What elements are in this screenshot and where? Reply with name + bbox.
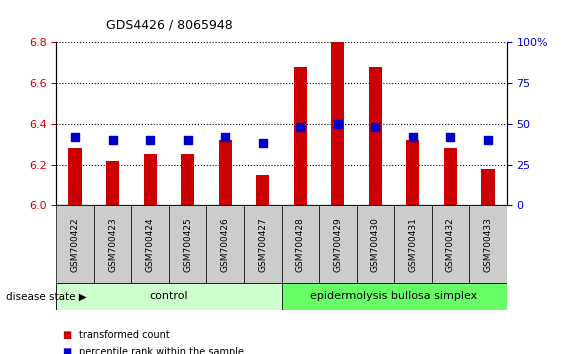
- Bar: [56, 205, 94, 283]
- Bar: [444, 148, 457, 205]
- Text: percentile rank within the sample: percentile rank within the sample: [79, 347, 244, 354]
- Bar: [331, 42, 345, 205]
- Text: GSM700429: GSM700429: [333, 217, 342, 272]
- Text: GSM700432: GSM700432: [446, 217, 455, 272]
- Text: GSM700433: GSM700433: [484, 217, 493, 272]
- Text: GSM700422: GSM700422: [70, 217, 79, 272]
- Point: [146, 137, 155, 143]
- Bar: [181, 154, 194, 205]
- Text: transformed count: transformed count: [79, 330, 169, 339]
- Text: GSM700423: GSM700423: [108, 217, 117, 272]
- Text: GSM700431: GSM700431: [408, 217, 417, 272]
- Bar: [406, 140, 419, 205]
- Point: [333, 121, 342, 127]
- Bar: [256, 175, 269, 205]
- Bar: [282, 205, 319, 283]
- Bar: [282, 283, 507, 310]
- Bar: [369, 67, 382, 205]
- Point: [446, 134, 455, 140]
- Bar: [481, 169, 494, 205]
- Text: ■: ■: [62, 330, 71, 339]
- Point: [183, 137, 192, 143]
- Text: ■: ■: [62, 347, 71, 354]
- Text: GSM700424: GSM700424: [146, 217, 155, 272]
- Bar: [106, 161, 119, 205]
- Point: [70, 134, 79, 140]
- Point: [221, 134, 230, 140]
- Bar: [356, 205, 394, 283]
- Point: [258, 141, 267, 146]
- Text: GSM700425: GSM700425: [183, 217, 192, 272]
- Point: [108, 137, 117, 143]
- Bar: [432, 205, 469, 283]
- Bar: [144, 154, 157, 205]
- Text: GSM700428: GSM700428: [296, 217, 305, 272]
- Bar: [169, 205, 207, 283]
- Bar: [469, 205, 507, 283]
- Bar: [131, 205, 169, 283]
- Bar: [69, 148, 82, 205]
- Bar: [394, 205, 432, 283]
- Bar: [319, 205, 356, 283]
- Text: GSM700426: GSM700426: [221, 217, 230, 272]
- Point: [371, 124, 380, 130]
- Bar: [56, 283, 282, 310]
- Bar: [294, 67, 307, 205]
- Point: [408, 134, 417, 140]
- Bar: [218, 140, 232, 205]
- Bar: [244, 205, 282, 283]
- Text: epidermolysis bullosa simplex: epidermolysis bullosa simplex: [310, 291, 478, 302]
- Text: control: control: [150, 291, 188, 302]
- Point: [484, 137, 493, 143]
- Text: GSM700427: GSM700427: [258, 217, 267, 272]
- Bar: [207, 205, 244, 283]
- Text: GSM700430: GSM700430: [371, 217, 380, 272]
- Point: [296, 124, 305, 130]
- Text: disease state ▶: disease state ▶: [6, 291, 86, 302]
- Bar: [94, 205, 131, 283]
- Text: GDS4426 / 8065948: GDS4426 / 8065948: [105, 19, 233, 32]
